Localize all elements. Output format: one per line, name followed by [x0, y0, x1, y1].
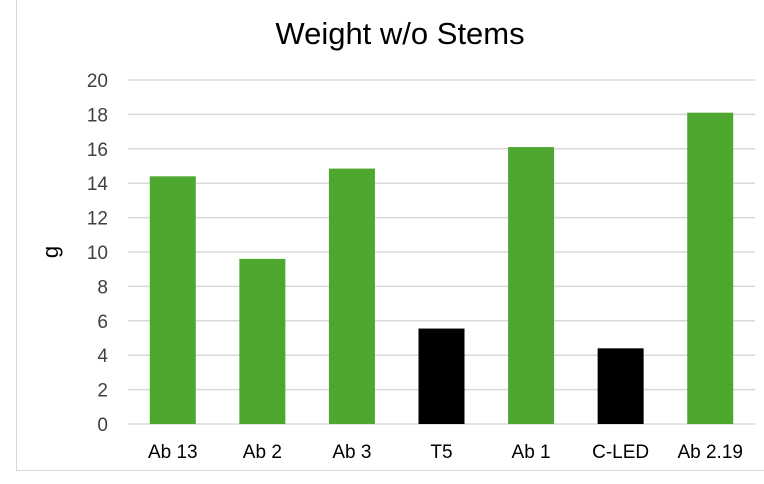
y-tick-label: 16: [87, 140, 108, 161]
x-tick-label: Ab 2: [243, 442, 282, 463]
chart-border: [16, 0, 17, 471]
bar-t5: [418, 328, 465, 424]
y-tick-label: 18: [87, 105, 108, 126]
y-tick-label: 8: [97, 277, 108, 298]
x-tick-label: Ab 3: [332, 442, 371, 463]
y-tick-label: 20: [87, 71, 108, 92]
y-tick-label: 12: [87, 209, 108, 230]
bar-ab-3: [328, 168, 375, 424]
y-tick-label: 10: [87, 243, 108, 264]
y-axis-ticks: 0 2 4 6 8 10 12 14 16 18 20: [87, 71, 109, 436]
chart-title: Weight w/o Stems: [275, 16, 524, 51]
y-tick-label: 2: [97, 381, 108, 402]
bar-ab-13: [149, 176, 196, 424]
y-tick-label: 0: [97, 415, 108, 436]
x-tick-label: C-LED: [592, 442, 649, 463]
bar-ab-2-19: [687, 112, 734, 425]
y-axis-label: g: [38, 246, 63, 258]
x-tick-label: Ab 13: [148, 442, 198, 463]
bars: [149, 112, 734, 425]
bar-c-led: [597, 348, 644, 424]
x-tick-label: Ab 2.19: [677, 442, 743, 463]
y-tick-label: 4: [97, 346, 108, 367]
chart-border: [16, 470, 764, 471]
x-tick-label: T5: [430, 442, 452, 463]
y-tick-label: 14: [87, 174, 109, 195]
bar-ab-1: [508, 147, 555, 424]
y-tick-label: 6: [97, 312, 108, 333]
bar-ab-2: [239, 258, 286, 424]
x-axis-ticks: Ab 13 Ab 2 Ab 3 T5 Ab 1 C-LED Ab 2.19: [148, 442, 743, 463]
x-tick-label: Ab 1: [512, 442, 551, 463]
